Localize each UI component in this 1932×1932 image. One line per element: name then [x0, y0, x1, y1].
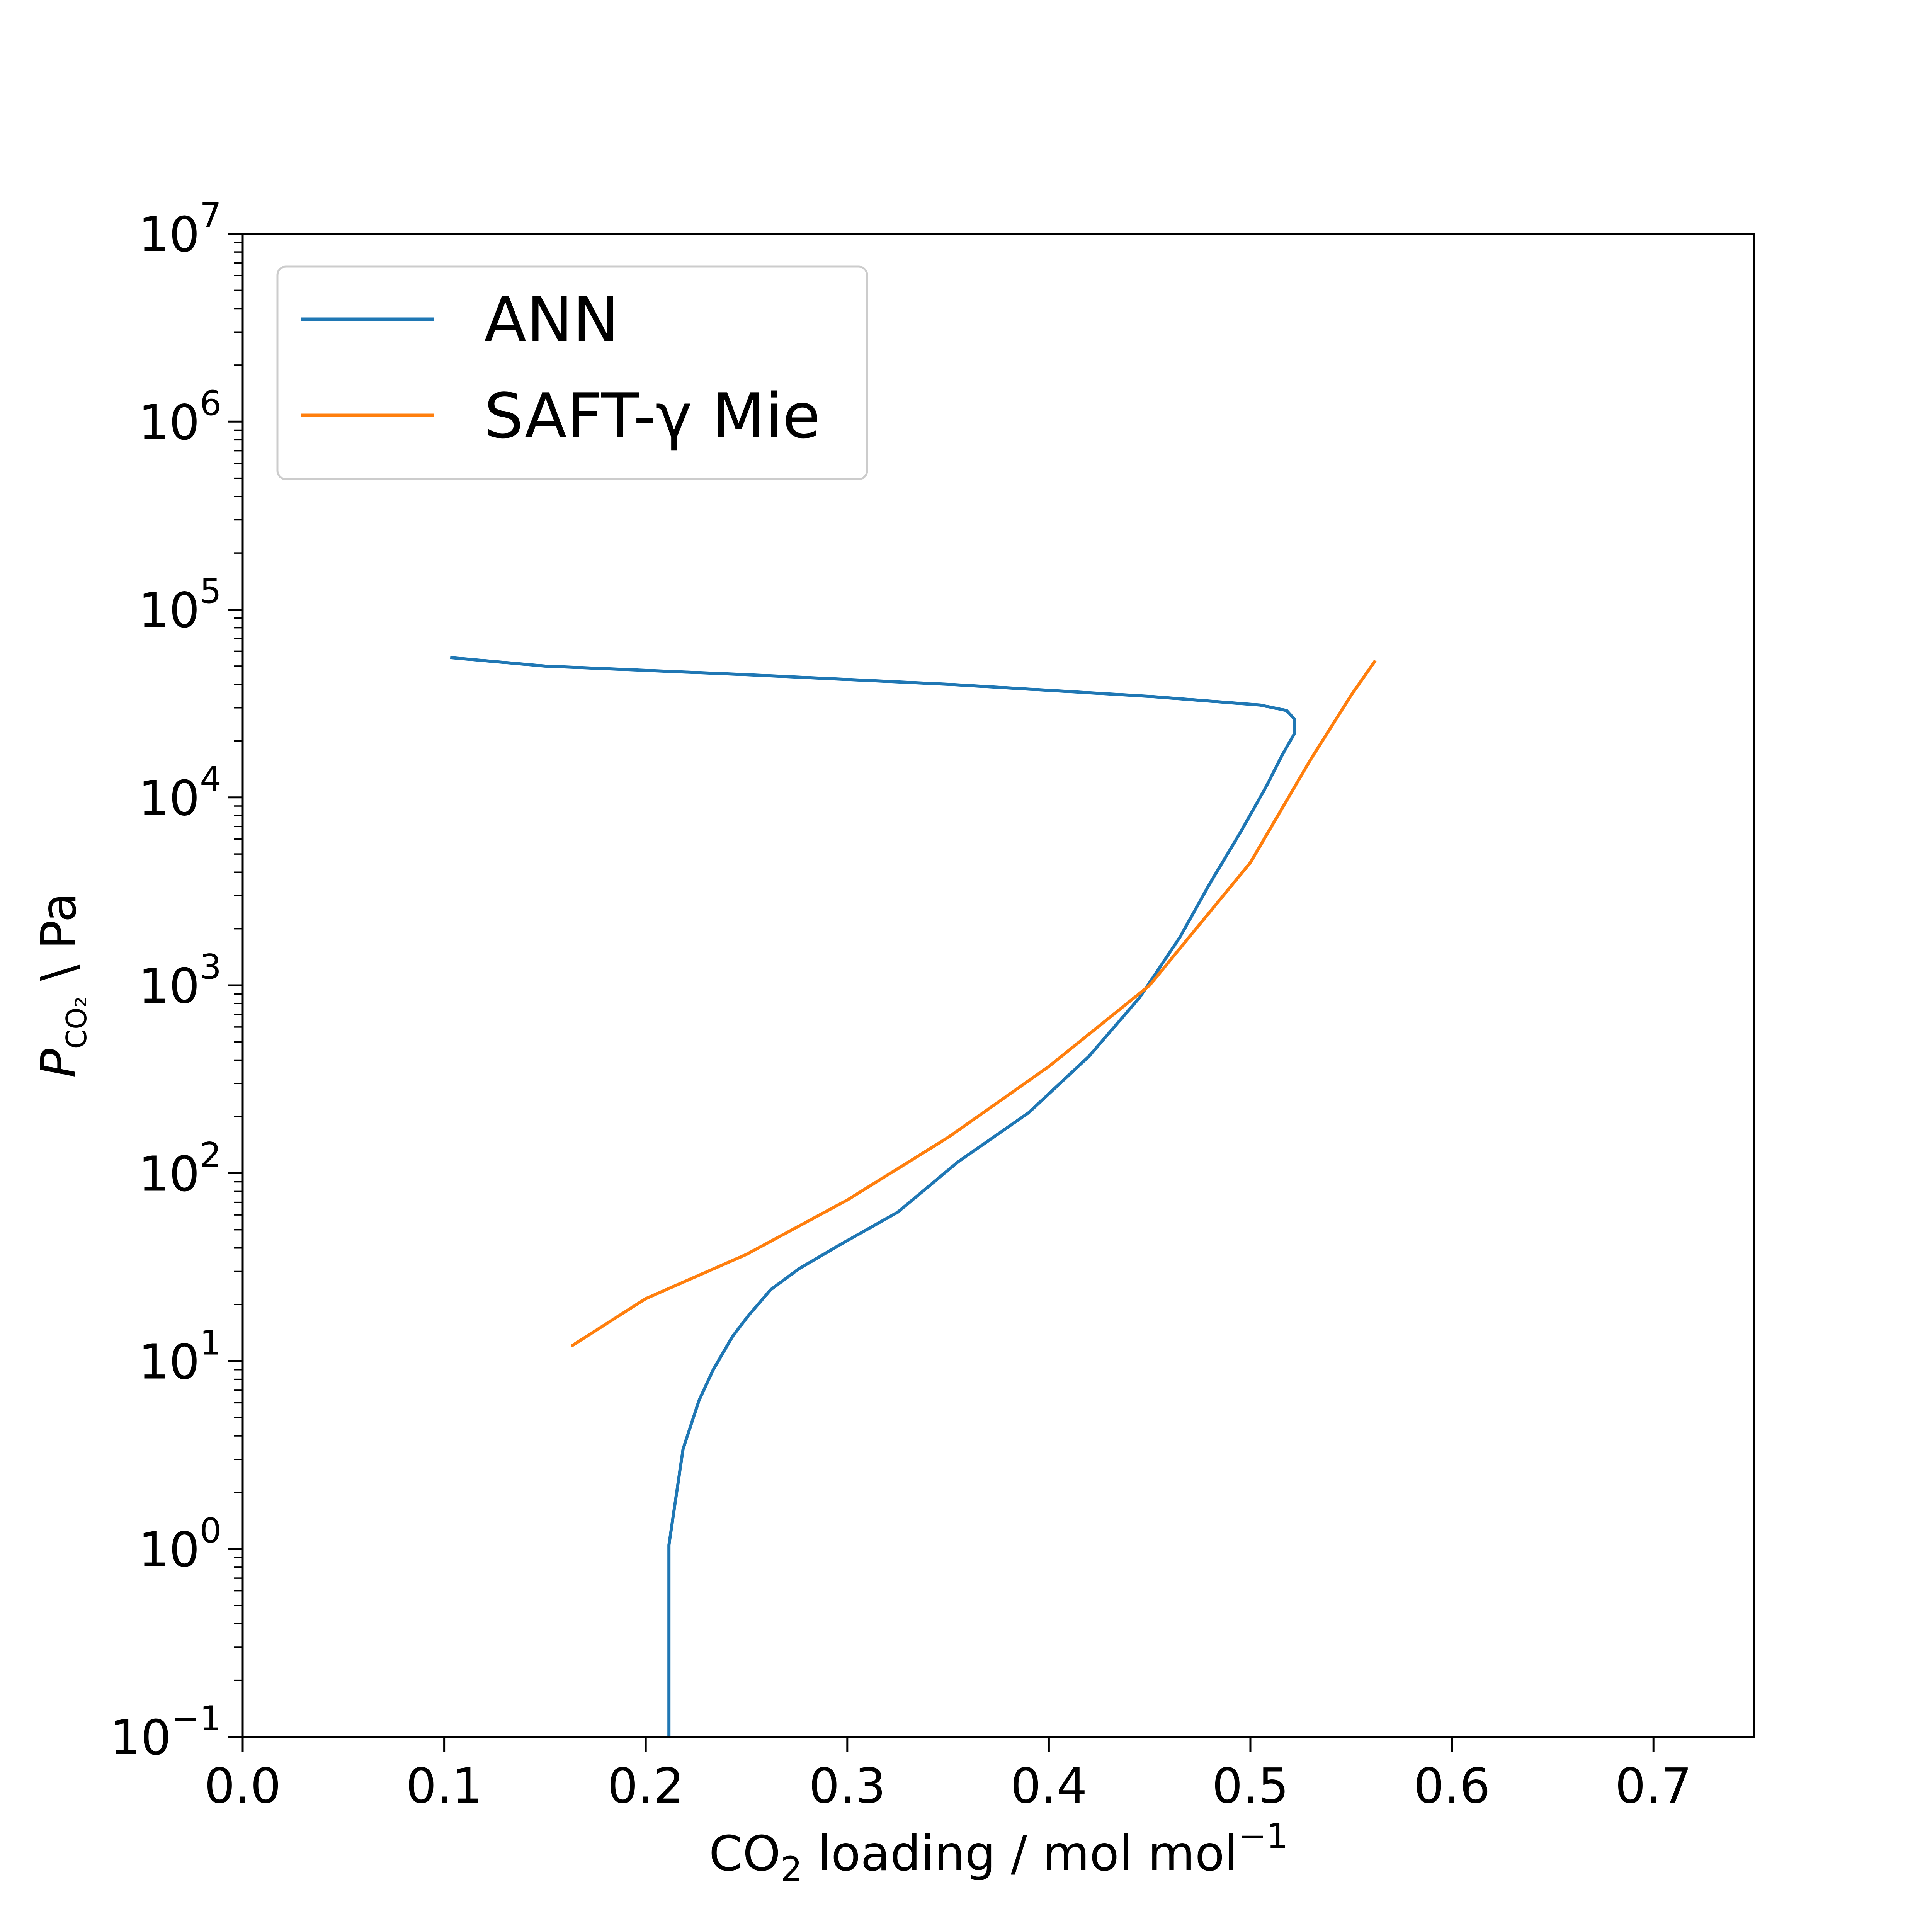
y-tick-label: 107 — [138, 196, 221, 263]
x-tick-label: 0.4 — [1010, 1758, 1087, 1814]
y-axis-label-rest: \ Pa — [31, 893, 87, 996]
x-tick-label: 0.6 — [1413, 1758, 1490, 1814]
legend: ANN SAFT-γ Mie — [276, 265, 868, 480]
tick-labels: 0.0 0.1 0.2 0.3 0.4 0.5 0.6 0.7 10−1 100 101 102 103… — [110, 196, 1692, 1814]
y-tick-label: 102 — [138, 1135, 221, 1202]
x-tick-label: 0.1 — [406, 1758, 483, 1814]
x-tick-label: 0.7 — [1615, 1758, 1692, 1814]
series-line-ann — [450, 656, 1296, 1737]
x-tick-label: 0.5 — [1212, 1758, 1289, 1814]
x-axis-label-pre: CO — [709, 1826, 781, 1882]
x-axis-label-sup: −1 — [1238, 1816, 1288, 1856]
x-axis-label-sub: 2 — [781, 1849, 802, 1889]
legend-label-ann: ANN — [484, 284, 619, 356]
y-tick-label: 100 — [138, 1511, 221, 1578]
ticks — [228, 233, 1655, 1752]
x-tick-label: 0.2 — [607, 1758, 684, 1814]
plot-lines — [450, 656, 1377, 1737]
x-axis-label: CO2 loading / mol mol−1 — [709, 1816, 1288, 1889]
x-tick-label: 0.0 — [204, 1758, 281, 1814]
y-axis-label: PCO₂ \ Pa — [31, 893, 93, 1078]
x-axis-label-mid: loading / mol mol — [802, 1826, 1238, 1882]
y-tick-label: 104 — [138, 759, 221, 827]
y-tick-label: 106 — [138, 383, 221, 451]
y-tick-label: 10−1 — [110, 1699, 221, 1766]
series-line-saft — [570, 660, 1377, 1348]
y-axis-label-var: P — [31, 1049, 87, 1078]
axes-frame — [242, 233, 1755, 1738]
y-tick-label: 101 — [138, 1323, 221, 1390]
legend-label-saft: SAFT-γ Mie — [484, 380, 820, 452]
y-tick-label: 105 — [138, 571, 221, 639]
x-tick-label: 0.3 — [809, 1758, 886, 1814]
y-axis-label-sub: CO₂ — [60, 996, 93, 1049]
y-tick-label: 103 — [138, 947, 221, 1014]
